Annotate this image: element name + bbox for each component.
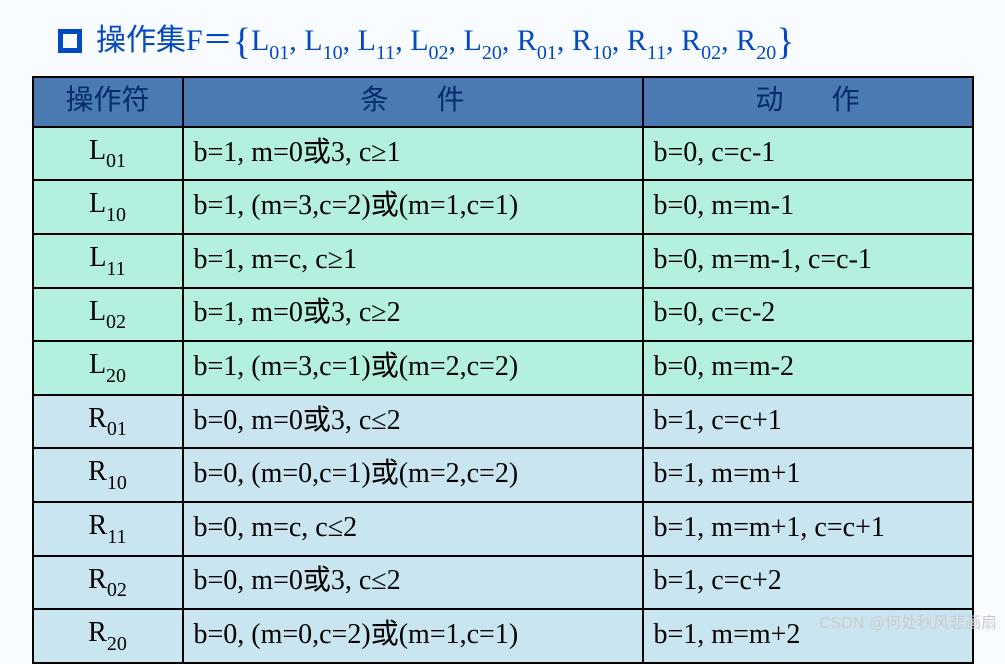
action-cell: b=0, c=c-1 — [643, 127, 973, 181]
table-row: L02b=1, m=0或3, c≥2b=0, c=c-2 — [33, 288, 973, 342]
set-item: L02 — [410, 24, 448, 57]
op-cell: R10 — [33, 448, 183, 502]
condition-cell: b=1, (m=3,c=1)或(m=2,c=2) — [183, 341, 643, 395]
title-text: 操作集F＝{L01, L10, L11, L02, L20, R01, R10,… — [96, 18, 794, 62]
set-item: R11 — [627, 24, 666, 57]
op-cell: R11 — [33, 502, 183, 556]
set-item: R10 — [572, 24, 612, 57]
condition-cell: b=0, (m=0,c=1)或(m=2,c=2) — [183, 448, 643, 502]
table-row: L10b=1, (m=3,c=2)或(m=1,c=1)b=0, m=m-1 — [33, 180, 973, 234]
set-item: L20 — [464, 24, 502, 57]
table-row: R02b=0, m=0或3, c≤2b=1, c=c+2 — [33, 556, 973, 610]
col-header-condition: 条件 — [183, 77, 643, 127]
condition-cell: b=0, m=0或3, c≤2 — [183, 556, 643, 610]
set-item: L10 — [304, 24, 342, 57]
condition-cell: b=1, (m=3,c=2)或(m=1,c=1) — [183, 180, 643, 234]
table-row: R01b=0, m=0或3, c≤2b=1, c=c+1 — [33, 395, 973, 449]
title-set: L01, L10, L11, L02, L20, R01, R10, R11, … — [251, 24, 776, 57]
action-cell: b=0, m=m-1, c=c-1 — [643, 234, 973, 288]
set-item: R01 — [517, 24, 557, 57]
brace-open: { — [233, 21, 251, 63]
op-cell: L11 — [33, 234, 183, 288]
condition-cell: b=1, m=0或3, c≥1 — [183, 127, 643, 181]
set-item: R02 — [681, 24, 721, 57]
title-prefix: 操作集F＝ — [96, 24, 233, 57]
page-title: 操作集F＝{L01, L10, L11, L02, L20, R01, R10,… — [0, 0, 1005, 76]
table-row: L01b=1, m=0或3, c≥1b=0, c=c-1 — [33, 127, 973, 181]
op-cell: L02 — [33, 288, 183, 342]
op-cell: R01 — [33, 395, 183, 449]
table-row: L11b=1, m=c, c≥1b=0, m=m-1, c=c-1 — [33, 234, 973, 288]
action-cell: b=0, m=m-2 — [643, 341, 973, 395]
watermark: CSDN @何处秋风悲画扇 — [819, 609, 997, 633]
action-cell: b=1, m=m+1 — [643, 448, 973, 502]
op-cell: L10 — [33, 180, 183, 234]
op-cell: L20 — [33, 341, 183, 395]
table-row: R10b=0, (m=0,c=1)或(m=2,c=2)b=1, m=m+1 — [33, 448, 973, 502]
bullet-icon — [58, 29, 82, 53]
action-cell: b=1, m=m+1, c=c+1 — [643, 502, 973, 556]
condition-cell: b=1, m=0或3, c≥2 — [183, 288, 643, 342]
op-cell: R20 — [33, 609, 183, 663]
table-row: R11b=0, m=c, c≤2b=1, m=m+1, c=c+1 — [33, 502, 973, 556]
action-cell: b=0, c=c-2 — [643, 288, 973, 342]
brace-close: } — [776, 21, 794, 63]
condition-cell: b=0, (m=0,c=2)或(m=1,c=1) — [183, 609, 643, 663]
table-row: L20b=1, (m=3,c=1)或(m=2,c=2)b=0, m=m-2 — [33, 341, 973, 395]
set-item: L11 — [358, 24, 396, 57]
operations-table: 操作符 条件 动作 L01b=1, m=0或3, c≥1b=0, c=c-1L1… — [32, 76, 974, 664]
table-header-row: 操作符 条件 动作 — [33, 77, 973, 127]
col-header-action: 动作 — [643, 77, 973, 127]
op-cell: L01 — [33, 127, 183, 181]
col-header-operator: 操作符 — [33, 77, 183, 127]
action-cell: b=1, c=c+2 — [643, 556, 973, 610]
action-cell: b=0, m=m-1 — [643, 180, 973, 234]
action-cell: b=1, c=c+1 — [643, 395, 973, 449]
op-cell: R02 — [33, 556, 183, 610]
set-item: R20 — [736, 24, 776, 57]
condition-cell: b=0, m=c, c≤2 — [183, 502, 643, 556]
set-item: L01 — [251, 24, 289, 57]
condition-cell: b=1, m=c, c≥1 — [183, 234, 643, 288]
condition-cell: b=0, m=0或3, c≤2 — [183, 395, 643, 449]
